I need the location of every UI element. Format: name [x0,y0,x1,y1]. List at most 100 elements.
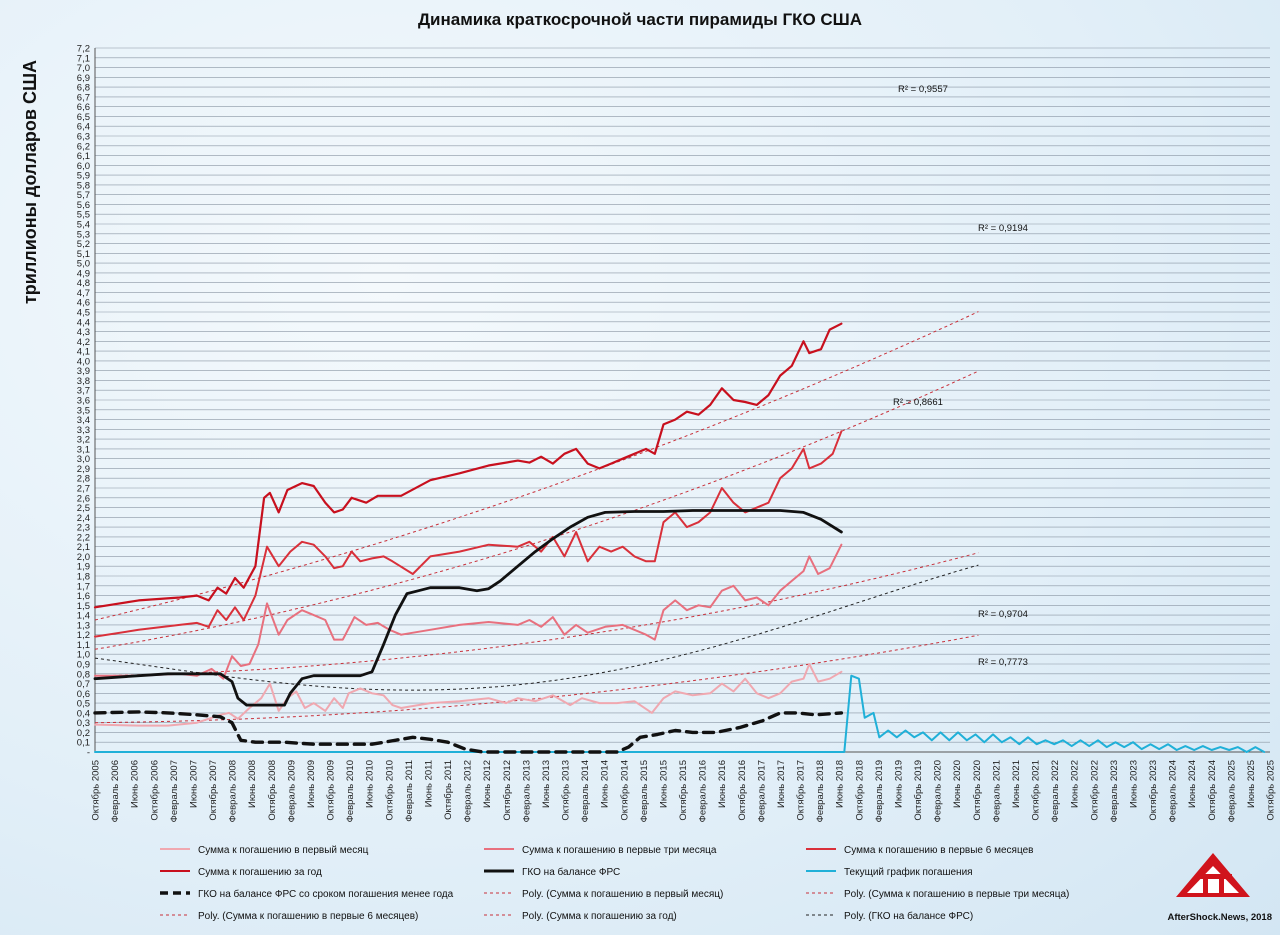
x-tick-label: Февраль 2006 [110,760,121,822]
r2-label: R² = 0,9557 [898,84,948,95]
y-tick-label: 2,4 [77,513,90,524]
x-tick-label: Октябрь 2011 [443,760,454,820]
y-tick-label: 5,4 [77,220,90,231]
x-tick-label: Февраль 2024 [1168,760,1179,822]
trendline [94,311,979,621]
y-tick-label: 3,5 [77,405,90,416]
grid-layer [94,47,1270,753]
series-line [94,430,843,638]
x-tick-label: Октябрь 2006 [149,760,160,821]
legend-label: Poly. (Сумма к погашению за год) [522,911,677,922]
y-tick-label: 4,8 [77,278,90,289]
x-tick-label: Февраль 2012 [463,760,474,822]
y-tick-label: 5,9 [77,171,90,182]
x-tick-label: Октябрь 2008 [267,760,278,821]
x-tick-labels: Октябрь 2005 Февраль 2006 Июнь 2006 Октябрь… [91,760,1277,822]
y-tick-label: 4,9 [77,268,90,279]
y-tick-label: 1,8 [77,572,90,583]
x-tick-label: Июнь 2023 [1128,760,1139,808]
x-tick-label: Июнь 2015 [658,760,669,808]
series-line [93,509,843,707]
y-tick-label: 0,6 [77,689,90,700]
x-tick-label: Июнь 2017 [776,760,787,808]
x-tick-label: Октябрь 2021 [1031,760,1042,821]
series-line [93,710,844,754]
y-tick-label: 6,2 [77,141,90,152]
r2-label: R² = 0,9194 [978,223,1028,234]
x-tick-label: Октябрь 2005 [91,760,102,821]
y-tick-label: 7,0 [77,63,90,74]
y-tick-label: 0,8 [77,669,90,680]
y-tick-label: 4,0 [77,356,90,367]
series-line [93,322,843,609]
legend-label: Текущий график погашения [844,866,973,878]
y-tick-label: 2,6 [77,493,90,504]
x-tick-label: Июнь 2012 [482,760,493,808]
x-tick-label: Июнь 2016 [717,760,728,808]
y-tick-label: 3,8 [77,376,90,387]
y-tick-label: 6,1 [77,151,90,162]
x-tick-label: Октябрь 2015 [678,760,689,821]
y-tick-label: 0,3 [77,718,90,729]
y-tick-label: 0,5 [77,699,90,710]
y-tick-label: 1,4 [77,611,90,622]
y-tick-label: 1,3 [77,620,90,631]
y-tick-label: 4,1 [77,347,90,358]
y-tick-label: 5,7 [77,190,90,201]
series-line [94,674,1266,753]
y-tick-label: 7,2 [77,44,90,55]
y-tick-label: 7,1 [77,53,90,64]
x-tick-label: Октябрь 2023 [1148,760,1159,821]
trendlines [94,311,979,724]
legend: Сумма к погашению в первый месяц Сумма к … [160,845,1069,922]
x-tick-label: Февраль 2014 [580,760,591,822]
y-tick-label: 3,7 [77,386,90,397]
series-line [94,663,843,727]
y-tick-label: 6,4 [77,122,90,133]
x-tick-label: Июнь 2020 [952,760,963,808]
y-tick-label: 3,4 [77,415,90,426]
r2-label: R² = 0,8661 [893,397,943,408]
y-tick-label: 6,6 [77,102,90,113]
x-tick-label: Октябрь 2010 [384,760,395,821]
x-tick-label: Июнь 2021 [1011,760,1022,808]
x-tick-label: Февраль 2010 [345,760,356,822]
y-tick-label: 2,5 [77,503,90,514]
x-tick-label: Июнь 2019 [893,760,904,808]
x-tick-label: Октябрь 2022 [1089,760,1100,821]
x-tick-label: Октябрь 2012 [502,760,513,821]
y-tick-label: 5,0 [77,259,90,270]
x-tick-label: Июнь 2014 [600,760,611,808]
legend-label: ГКО на балансе ФРС со сроком погашения м… [198,888,454,900]
x-tick-label: Февраль 2025 [1226,760,1237,822]
legend-label: Сумма к погашению за год [198,867,322,878]
x-tick-label: Июнь 2010 [365,760,376,808]
y-tick-label: 3,3 [77,425,90,436]
y-tick-label: 3,0 [77,454,90,465]
x-tick-label: Июнь 2025 [1246,760,1257,808]
y-tick-label: 0,2 [77,728,90,739]
series-lines [93,322,1266,754]
y-tick-label: 6,5 [77,112,90,123]
x-tick-label: Октябрь 2025 [1266,760,1277,821]
legend-label: Poly. (Сумма к погашению в первый месяц) [522,889,723,900]
r2-labels: R² = 0,9557 R² = 0,9194 R² = 0,8661 R² = 0,… [893,84,1028,668]
legend-label: Сумма к погашению в первые три месяца [522,845,717,856]
y-tick-label: 2,1 [77,542,90,553]
x-tick-label: Февраль 2013 [521,760,532,822]
x-tick-label: Октябрь 2017 [796,760,807,821]
legend-label: Сумма к погашению в первые 6 месяцев [844,845,1033,856]
x-tick-label: Июнь 2018 [835,760,846,808]
x-tick-label: Октябрь 2018 [854,760,865,821]
trendline [95,552,979,677]
y-tick-label: 5,3 [77,229,90,240]
y-tick-label: 0,1 [77,738,90,749]
y-tick-label: 4,4 [77,317,90,328]
legend-label: Poly. (ГКО на балансе ФРС) [844,910,973,922]
legend-label: ГКО на балансе ФРС [522,866,620,878]
y-tick-label: 2,8 [77,474,90,485]
x-tick-label: Февраль 2021 [991,760,1002,822]
y-tick-label: 5,8 [77,180,90,191]
